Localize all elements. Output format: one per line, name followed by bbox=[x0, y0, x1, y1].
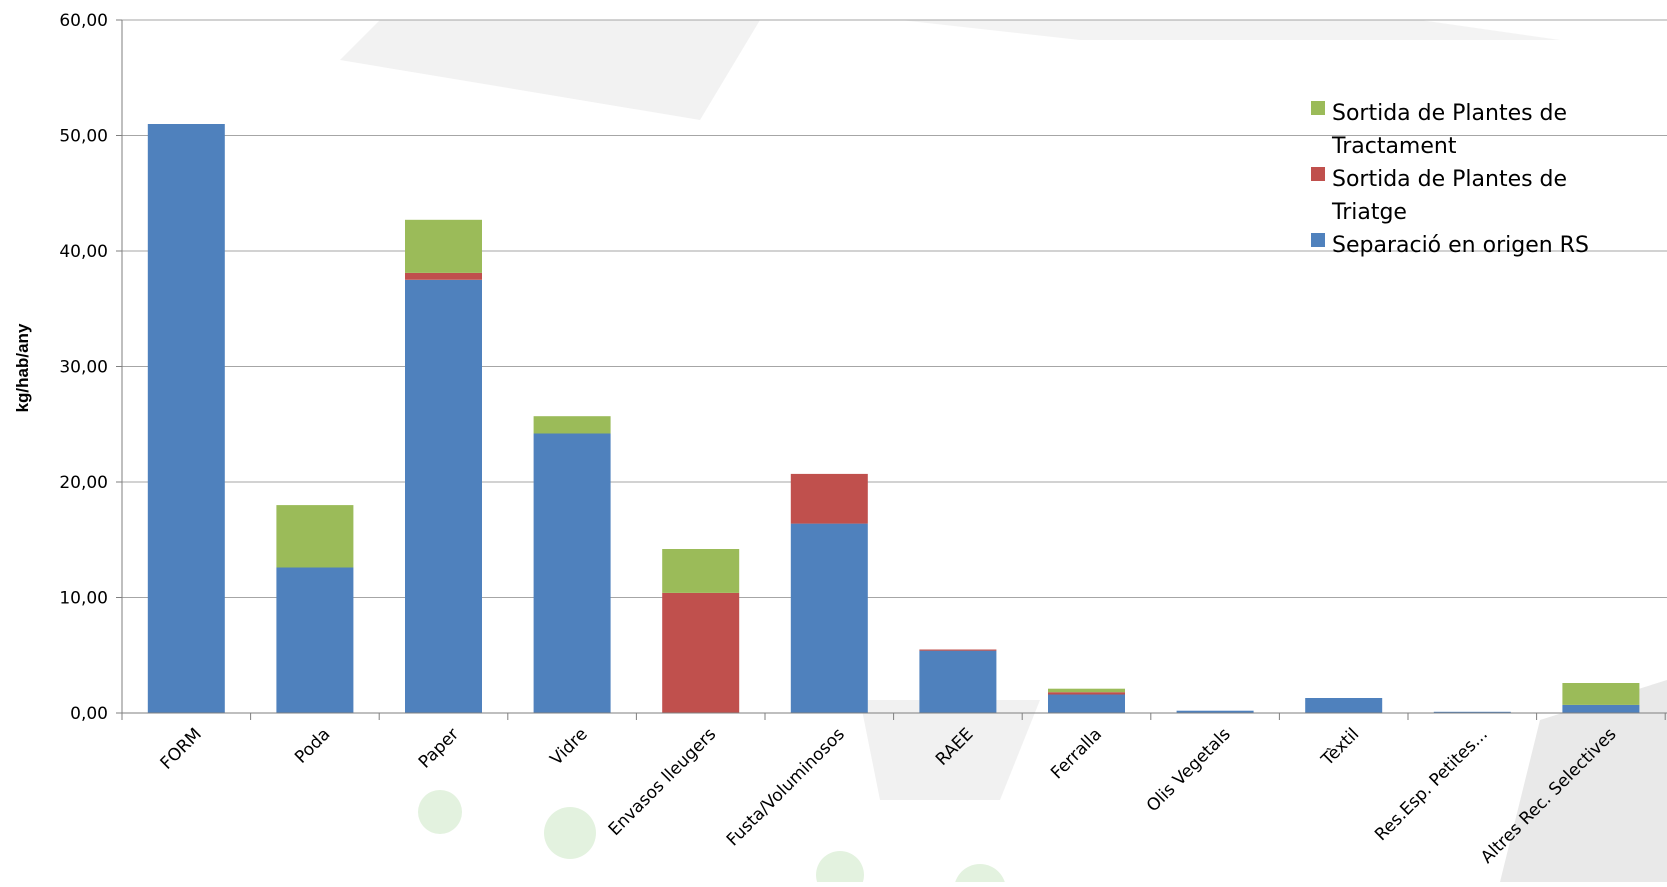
x-tick-label: Vidre bbox=[546, 724, 591, 769]
bar-segment bbox=[790, 473, 868, 524]
bar-segment bbox=[276, 567, 354, 713]
watermark-dot-2 bbox=[544, 807, 596, 859]
x-tick-label: Tèxtil bbox=[1317, 724, 1363, 770]
watermark-band-2 bbox=[900, 20, 1560, 40]
bar-segment bbox=[405, 219, 482, 273]
x-tick-label: Envasos lleugers bbox=[605, 724, 721, 840]
bar-segment bbox=[147, 124, 225, 713]
watermark-dot-4 bbox=[954, 864, 1006, 887]
y-axis-label: kg/hab/any bbox=[13, 323, 32, 412]
bar-segment bbox=[1562, 704, 1640, 713]
legend-swatch bbox=[1311, 233, 1325, 247]
x-tick-label: Poda bbox=[291, 724, 334, 767]
bar-segment bbox=[662, 592, 740, 713]
legend-label: Triatge bbox=[1331, 200, 1407, 225]
y-tick-label: 20,00 bbox=[59, 473, 108, 493]
legend-label: Separació en origen RS bbox=[1332, 233, 1589, 258]
x-tick-label: Res.Esp. Petites... bbox=[1371, 724, 1492, 845]
y-tick-label: 0,00 bbox=[70, 704, 108, 724]
watermark-dot-1 bbox=[418, 790, 462, 834]
legend-label: Sortida de Plantes de bbox=[1332, 101, 1567, 126]
x-tick-label: Ferralla bbox=[1047, 724, 1106, 783]
bars bbox=[147, 124, 1640, 713]
bar-segment bbox=[276, 505, 354, 568]
watermark-band-1 bbox=[340, 20, 760, 120]
bar-segment bbox=[1562, 683, 1640, 705]
x-tick-label: FORM bbox=[157, 724, 206, 773]
y-tick-label: 50,00 bbox=[59, 127, 108, 147]
bar-segment bbox=[1433, 711, 1511, 713]
watermark-dot-3 bbox=[816, 851, 864, 887]
watermark-arc bbox=[1500, 680, 1667, 882]
x-tick-label: Paper bbox=[415, 724, 463, 772]
x-tick-label: Olis Vegetals bbox=[1143, 724, 1235, 816]
bar-segment bbox=[790, 523, 868, 713]
bar-segment bbox=[405, 279, 482, 713]
legend-swatch bbox=[1311, 167, 1325, 181]
y-axis-ticks: 0,00 10,00 20,00 30,00 40,00 50,00 60,00 bbox=[59, 11, 122, 724]
bar-segment bbox=[405, 272, 482, 280]
bar-segment bbox=[533, 433, 611, 713]
bar-segment bbox=[919, 650, 997, 713]
bar-segment bbox=[1048, 688, 1125, 693]
legend-label: Sortida de Plantes de bbox=[1332, 167, 1567, 192]
bar-segment bbox=[533, 416, 611, 434]
bar-segment bbox=[1048, 692, 1125, 695]
x-tick-label: Fusta/Voluminosos bbox=[723, 724, 849, 850]
bar-segment bbox=[1305, 698, 1383, 713]
watermark-background bbox=[340, 20, 1667, 887]
legend: Sortida de Plantes de Tractament Sortida d… bbox=[1311, 101, 1589, 258]
y-tick-label: 10,00 bbox=[59, 589, 108, 609]
bar-segment bbox=[1176, 710, 1254, 713]
bar-segment bbox=[662, 549, 740, 593]
bar-segment bbox=[919, 649, 997, 651]
watermark-band-3 bbox=[860, 700, 1040, 800]
legend-label: Tractament bbox=[1331, 134, 1457, 159]
y-tick-label: 30,00 bbox=[59, 358, 108, 378]
y-tick-label: 40,00 bbox=[59, 242, 108, 262]
bar-segment bbox=[1048, 694, 1125, 713]
legend-swatch bbox=[1311, 101, 1325, 115]
y-tick-label: 60,00 bbox=[59, 11, 108, 31]
